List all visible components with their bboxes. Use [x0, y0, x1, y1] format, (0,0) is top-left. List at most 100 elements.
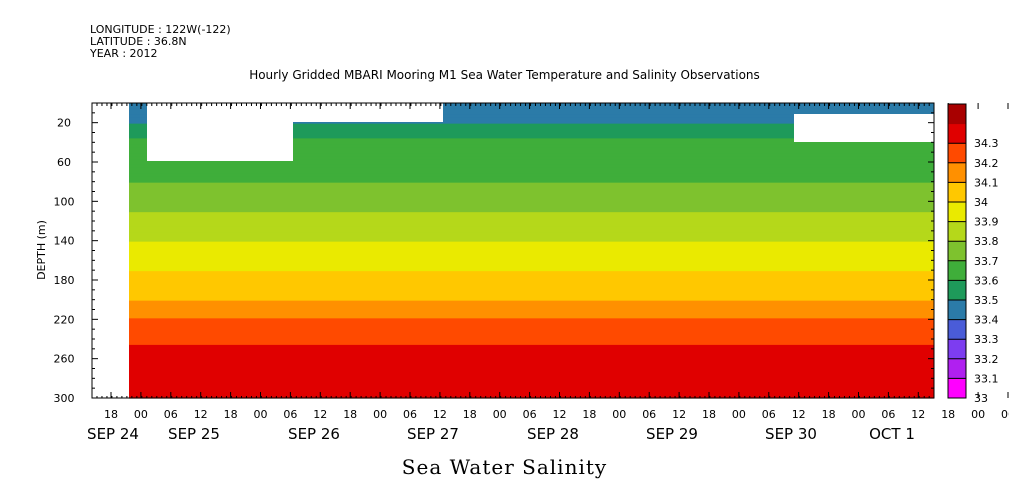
colorbar-swatch — [948, 123, 966, 144]
salinity-band — [129, 176, 934, 181]
x-tick-label: 18 — [582, 408, 596, 421]
salinity-band — [129, 209, 934, 213]
y-tick-label: 220 — [54, 313, 75, 326]
colorbar-label: 34.2 — [974, 157, 999, 170]
x-tick-label: 06 — [164, 408, 178, 421]
x-date-label: SEP 24 — [87, 425, 139, 443]
x-tick-label: 18 — [822, 408, 836, 421]
year-label: YEAR : 2012 — [90, 47, 158, 60]
salinity-band — [129, 392, 934, 396]
salinity-band — [129, 114, 934, 119]
plot-area — [92, 103, 934, 399]
x-tick-label: 00 — [134, 408, 148, 421]
y-tick-label: 260 — [54, 353, 75, 366]
salinity-band — [129, 212, 934, 216]
salinity-band — [129, 386, 934, 390]
colorbar-swatch — [948, 280, 966, 301]
salinity-band — [129, 164, 934, 169]
salinity-band — [129, 103, 934, 107]
salinity-band — [129, 153, 934, 157]
colorbar-swatch — [948, 202, 966, 223]
salinity-band — [129, 362, 934, 367]
salinity-band — [129, 271, 934, 275]
salinity-band — [129, 170, 934, 175]
salinity-band — [129, 218, 934, 222]
salinity-band — [129, 182, 934, 187]
colorbar-swatch — [948, 378, 966, 399]
x-tick-label: 00 — [732, 408, 746, 421]
salinity-band — [129, 297, 934, 302]
salinity-band — [129, 359, 934, 364]
x-tick-label: 18 — [104, 408, 118, 421]
salinity-band — [129, 350, 934, 355]
salinity-band — [129, 250, 934, 255]
salinity-band — [129, 162, 934, 166]
salinity-band — [129, 235, 934, 240]
colorbar-swatch — [948, 104, 966, 125]
x-tick-label: 06 — [1001, 408, 1009, 421]
x-tick-label: 00 — [852, 408, 866, 421]
salinity-band — [129, 368, 934, 373]
x-tick-label: 00 — [373, 408, 387, 421]
salinity-band — [129, 117, 934, 122]
salinity-band — [129, 167, 934, 172]
x-tick-label: 00 — [971, 408, 985, 421]
x-date-label: SEP 27 — [407, 425, 459, 443]
variable-label: Sea Water Salinity — [401, 455, 608, 479]
salinity-band — [129, 244, 934, 249]
salinity-band — [129, 395, 934, 399]
salinity-band — [129, 173, 934, 178]
y-tick-label: 300 — [54, 392, 75, 405]
x-tick-label: 18 — [941, 408, 955, 421]
colorbar-label: 34 — [974, 196, 988, 209]
x-tick-label: 06 — [403, 408, 417, 421]
salinity-band — [129, 159, 934, 163]
salinity-band — [129, 203, 934, 207]
y-tick-label: 180 — [54, 274, 75, 287]
y-tick-label: 140 — [54, 235, 75, 248]
x-tick-label: 00 — [254, 408, 268, 421]
salinity-band — [129, 120, 934, 125]
salinity-band — [129, 111, 934, 116]
salinity-band — [129, 256, 934, 260]
x-tick-label: 18 — [224, 408, 238, 421]
y-tick-label: 60 — [57, 156, 71, 169]
missing-data-block — [147, 103, 293, 161]
salinity-band — [129, 215, 934, 219]
salinity-band — [129, 389, 934, 393]
x-tick-label: 00 — [493, 408, 507, 421]
salinity-band — [129, 274, 934, 278]
salinity-band — [129, 336, 934, 340]
colorbar-label: 33.7 — [974, 255, 999, 268]
salinity-band — [129, 221, 934, 225]
colorbar-label: 34.1 — [974, 176, 999, 189]
salinity-band — [129, 138, 934, 142]
x-tick-label: 06 — [523, 408, 537, 421]
x-tick-label: 12 — [194, 408, 208, 421]
x-date-label: SEP 30 — [765, 425, 817, 443]
salinity-band — [129, 241, 934, 246]
longitude-label: LONGITUDE : 122W(-122) — [90, 23, 231, 36]
salinity-band — [129, 262, 934, 266]
salinity-band — [129, 300, 934, 305]
salinity-band — [129, 179, 934, 184]
x-tick-label: 00 — [612, 408, 626, 421]
missing-data-regions — [147, 103, 934, 161]
x-date-label: SEP 26 — [288, 425, 340, 443]
x-tick-label: 12 — [313, 408, 327, 421]
x-date-label: SEP 28 — [527, 425, 579, 443]
x-tick-label: 18 — [702, 408, 716, 421]
latitude-label: LATITUDE : 36.8N — [90, 35, 187, 48]
colorbar-swatch — [948, 221, 966, 242]
salinity-band — [129, 339, 934, 343]
salinity-band — [129, 259, 934, 263]
salinity-band — [129, 135, 934, 139]
salinity-band — [129, 353, 934, 358]
salinity-band — [129, 347, 934, 352]
salinity-band — [129, 226, 934, 231]
salinity-band — [129, 380, 934, 384]
colorbar-swatch — [948, 300, 966, 321]
salinity-band — [129, 383, 934, 387]
salinity-band — [129, 333, 934, 337]
salinity-band — [129, 309, 934, 314]
